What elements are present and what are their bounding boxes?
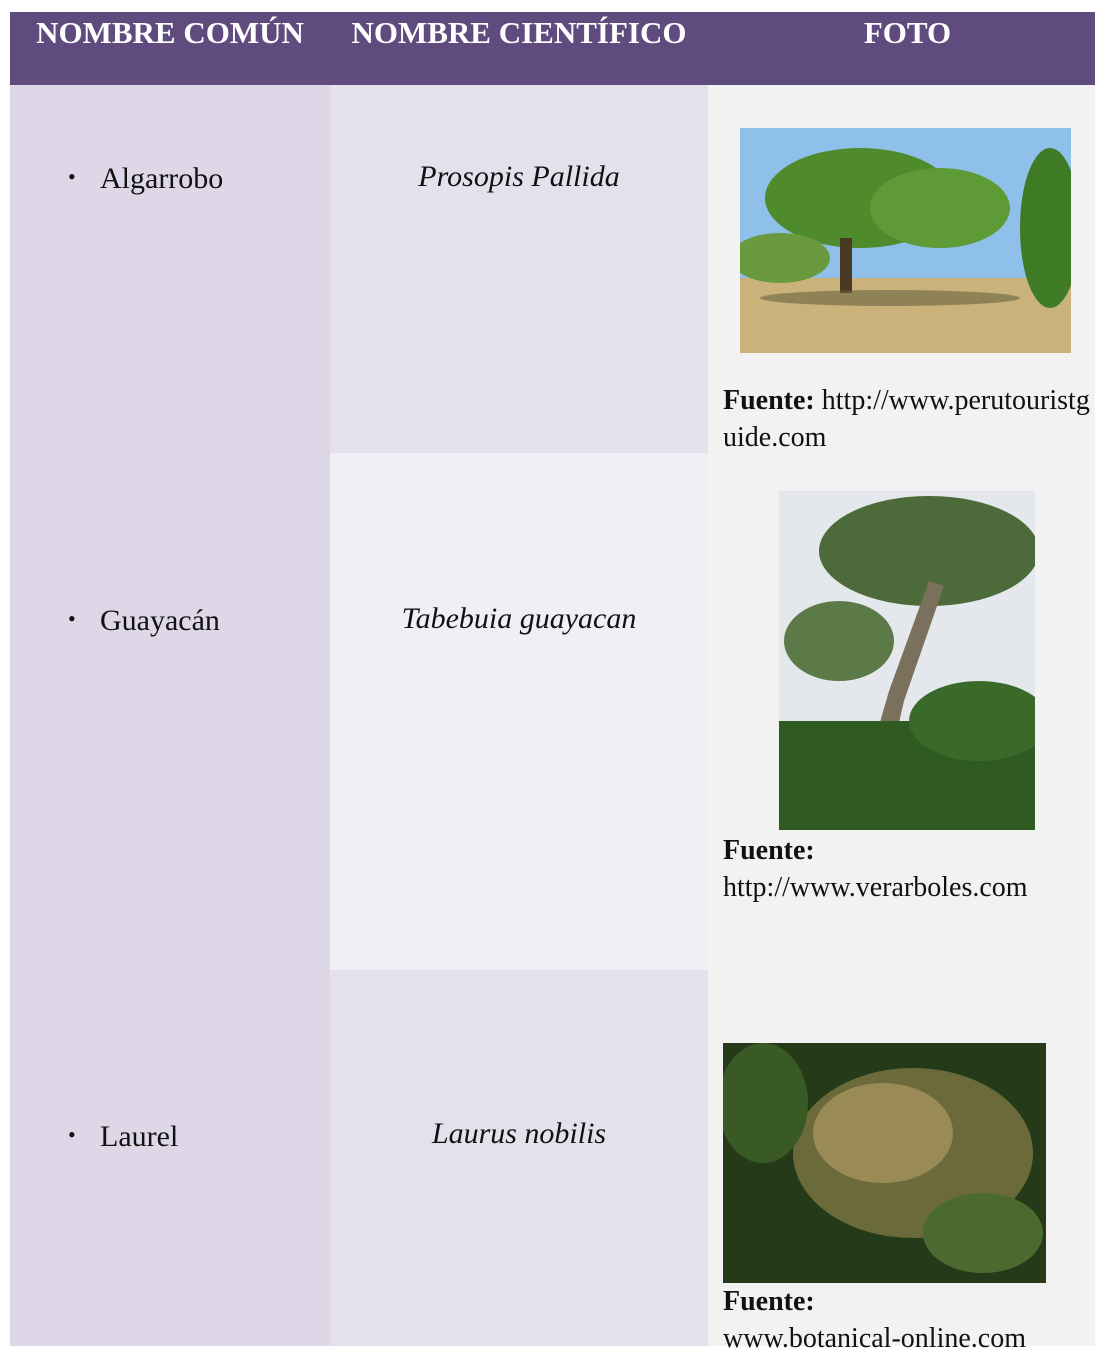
source-label: Fuente: [723, 835, 815, 866]
header-cell: NOMBRE CIENTÍFICO [351, 15, 687, 50]
common-name: Laurel [68, 1120, 179, 1154]
source-url: http://www.perutouristguide.com [723, 385, 1090, 453]
scientific-name: Laurus nobilis [431, 1117, 607, 1150]
source-url: http://www.verarboles.com [723, 872, 1028, 903]
header-cell: FOTO [863, 15, 952, 50]
photo [740, 128, 1071, 353]
column-bg [10, 85, 330, 1346]
scientific-name: Tabebuia guayacan [401, 602, 637, 635]
source: Fuente: http://www.verarboles.com [723, 832, 1091, 906]
photo [723, 1043, 1046, 1283]
photo [779, 491, 1035, 830]
header-cell: NOMBRE COMÚN [36, 15, 304, 50]
text: Guayacán [100, 604, 220, 637]
common-name: Guayacán [68, 604, 220, 638]
source: Fuente: http://www.perutouristguide.com [723, 382, 1091, 456]
scientific-name: Prosopis Pallida [418, 160, 620, 193]
source-label: Fuente: [723, 385, 815, 416]
cell-bg [330, 453, 708, 970]
text: Laurel [100, 1120, 179, 1153]
source-url: www.botanical-online.com [723, 1323, 1026, 1354]
common-name: Algarrobo [68, 162, 224, 196]
cell-bg [330, 970, 708, 1346]
header-bar [10, 12, 1095, 85]
text: Algarrobo [100, 162, 224, 195]
cell-bg [330, 85, 708, 453]
source-label: Fuente: [723, 1286, 815, 1317]
